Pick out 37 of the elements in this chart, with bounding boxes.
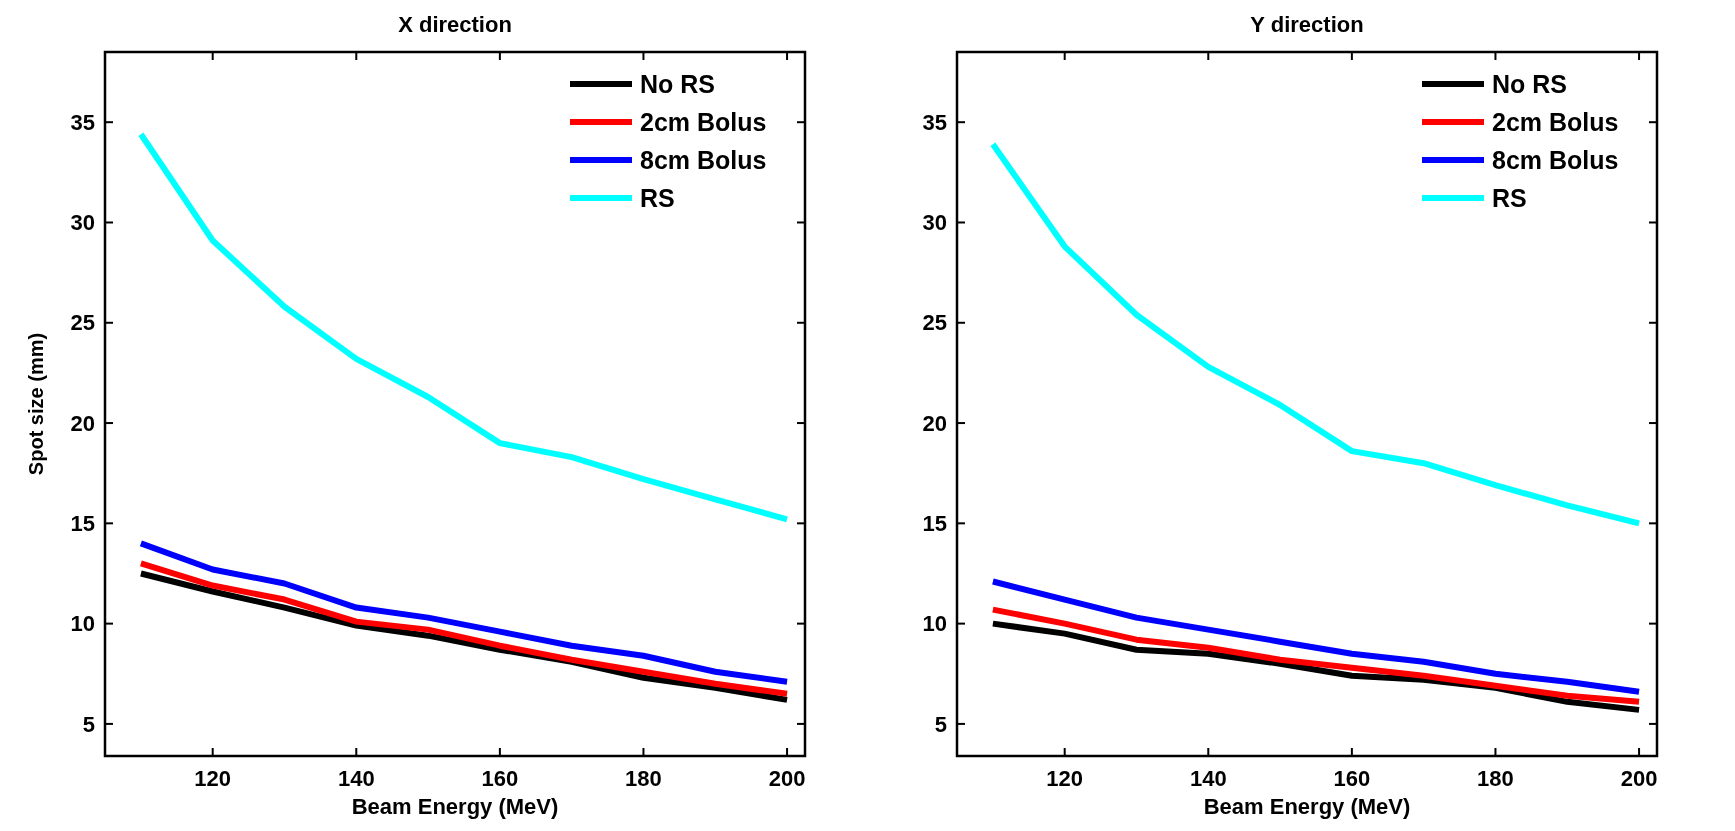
legend-label: 8cm Bolus [1492, 145, 1619, 174]
y-tick-label: 30 [922, 210, 947, 236]
legend-label: 2cm Bolus [640, 107, 767, 136]
x-tick-label: 160 [1333, 766, 1371, 791]
y-tick-label: 5 [934, 711, 947, 737]
y-tick-label: 10 [922, 611, 947, 637]
legend-label: RS [1492, 183, 1527, 212]
y-tick-label: 20 [922, 410, 947, 436]
x-axis-title: Beam Energy (MeV) [1203, 794, 1411, 819]
y-tick-label: 10 [70, 611, 95, 637]
y-tick-label: 20 [70, 410, 95, 436]
legend-label: No RS [1492, 69, 1567, 98]
y-tick-label: 5 [82, 711, 95, 737]
x-tick-label: 160 [481, 766, 519, 791]
y-tick-label: 15 [70, 511, 95, 537]
y-tick-label: 30 [70, 210, 95, 236]
chart-title: X direction [398, 12, 512, 37]
legend-label: 8cm Bolus [640, 145, 767, 174]
x-tick-label: 200 [768, 766, 806, 791]
y-tick-label: 15 [922, 511, 947, 537]
legend-label: No RS [640, 69, 715, 98]
legend-label: RS [640, 183, 675, 212]
x-tick-label: 140 [1189, 766, 1227, 791]
x-tick-label: 180 [1477, 766, 1514, 791]
chart-title: Y direction [1250, 12, 1364, 37]
y-tick-label: 25 [922, 310, 947, 336]
x-tick-label: 180 [625, 766, 662, 791]
legend-label: 2cm Bolus [1492, 107, 1619, 136]
x-tick-label: 120 [194, 766, 232, 791]
y-tick-label: 35 [70, 109, 95, 135]
y-axis-title: Spot size (mm) [25, 332, 47, 476]
x-tick-label: 140 [337, 766, 375, 791]
x-tick-label: 200 [1620, 766, 1658, 791]
x-tick-label: 120 [1046, 766, 1084, 791]
x-axis-title: Beam Energy (MeV) [351, 794, 559, 819]
y-tick-label: 35 [922, 109, 947, 135]
y-tick-label: 25 [70, 310, 95, 336]
